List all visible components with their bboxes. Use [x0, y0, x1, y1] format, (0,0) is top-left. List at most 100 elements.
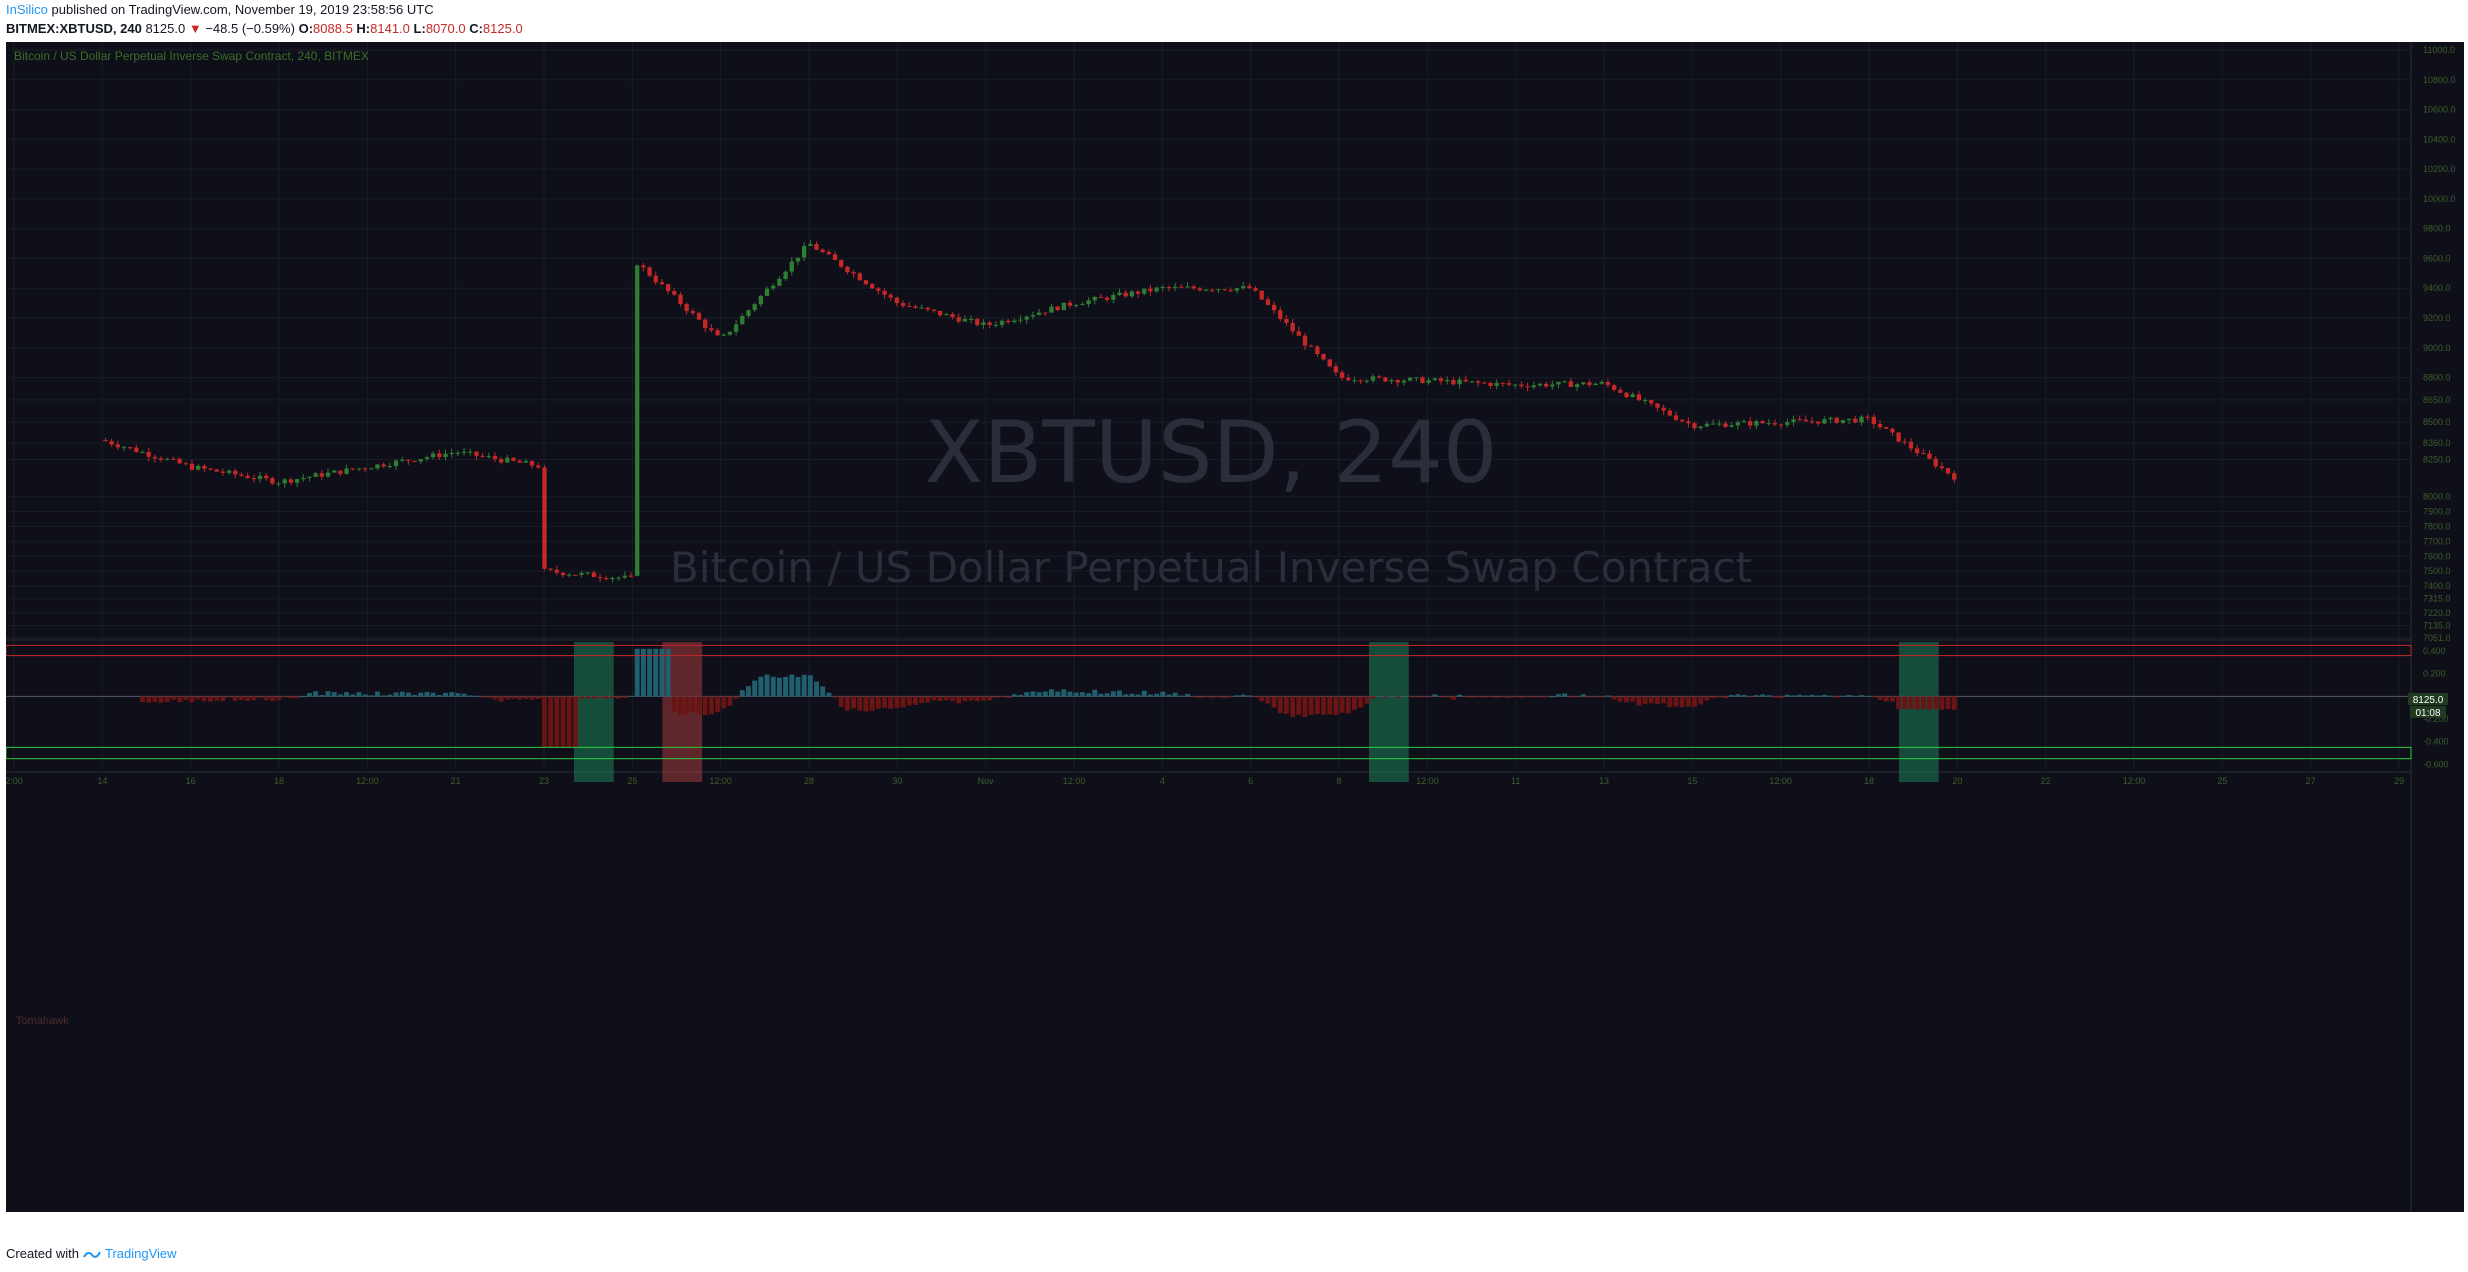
- tradingview-link[interactable]: TradingView: [104, 1246, 177, 1261]
- histogram-bar: [1333, 696, 1339, 715]
- histogram-bar: [1141, 690, 1147, 697]
- candle-up: [944, 314, 949, 316]
- chart-background: [6, 42, 2464, 1212]
- candle-down: [832, 254, 838, 261]
- histogram-bar: [1234, 695, 1240, 697]
- time-tick-label: 16: [186, 776, 196, 786]
- candle-down: [1649, 400, 1654, 404]
- histogram-bar: [665, 648, 671, 697]
- candle-up: [400, 459, 405, 461]
- candle-down: [913, 306, 918, 308]
- candle-up: [393, 460, 399, 467]
- histogram-bar: [1914, 696, 1920, 710]
- histogram-bar: [1562, 693, 1568, 697]
- candle-down: [950, 314, 955, 318]
- candle-up: [746, 310, 751, 316]
- candle-up: [1791, 419, 1796, 423]
- histogram-bar: [696, 696, 702, 715]
- histogram-bar: [671, 696, 677, 712]
- histogram-bar: [201, 696, 207, 702]
- histogram-bar: [455, 693, 461, 697]
- histogram-bar: [1828, 695, 1834, 697]
- histogram-bar: [1630, 696, 1636, 702]
- candle-up: [1531, 385, 1536, 388]
- candle-up: [455, 452, 461, 454]
- high-value: 8141.0: [370, 21, 410, 36]
- candle-down: [1179, 286, 1184, 288]
- candle-up: [733, 324, 739, 332]
- histogram-bar: [1494, 696, 1500, 698]
- histogram-bar: [1586, 696, 1592, 698]
- tradingview-logo-icon: [83, 1251, 101, 1258]
- indicator-tick-label: -0.600: [2423, 759, 2449, 769]
- candle-up: [226, 470, 232, 473]
- histogram-bar: [362, 694, 368, 697]
- histogram-bar: [1024, 692, 1030, 697]
- histogram-bar: [1710, 696, 1716, 699]
- histogram-bar: [350, 694, 356, 697]
- candle-down: [1865, 416, 1870, 418]
- candle-down: [381, 464, 386, 467]
- histogram-bar: [1617, 696, 1623, 702]
- price-chart[interactable]: XBTUSD, 240 Bitcoin / US Dollar Perpetua…: [6, 42, 2464, 1212]
- candle-down: [1723, 423, 1728, 427]
- candle-down: [1809, 421, 1815, 423]
- histogram-bar: [183, 696, 189, 700]
- price-axis[interactable]: 11000.0 10800.0 10600.0 10400.0 10200.0 10000…: [2423, 45, 2456, 643]
- candle-up: [294, 479, 300, 483]
- candle-up: [1445, 379, 1450, 382]
- candle-up: [1414, 377, 1419, 379]
- candle-down: [1778, 424, 1784, 426]
- candle-down: [158, 458, 164, 460]
- histogram-bar: [974, 696, 980, 702]
- candle-up: [635, 265, 640, 576]
- histogram-bar: [1871, 696, 1877, 698]
- histogram-bar: [1506, 696, 1512, 699]
- candle-down: [678, 294, 683, 305]
- close-label: C:: [469, 21, 483, 36]
- candle-up: [1717, 423, 1722, 425]
- histogram-bar: [647, 648, 653, 697]
- candle-up: [1117, 292, 1122, 295]
- price-tick-label: 7700.0: [2423, 536, 2451, 546]
- candle-down: [857, 273, 862, 281]
- histogram-bar: [535, 696, 541, 699]
- histogram-bar: [900, 696, 906, 708]
- histogram-bar: [152, 696, 158, 702]
- histogram-bar: [1747, 696, 1753, 698]
- histogram-bar: [208, 696, 214, 702]
- histogram-bar: [1500, 696, 1506, 698]
- histogram-bar: [1772, 696, 1778, 698]
- candle-down: [362, 468, 368, 470]
- author-link[interactable]: InSilico: [6, 2, 48, 17]
- histogram-bar: [770, 676, 776, 697]
- candle-down: [1333, 366, 1339, 373]
- chart-title: Bitcoin / US Dollar Perpetual Inverse Sw…: [14, 49, 369, 63]
- time-tick-label: 13: [1599, 776, 1609, 786]
- candle-up: [579, 572, 584, 575]
- histogram-bar: [529, 696, 535, 700]
- candle-up: [1593, 383, 1598, 386]
- histogram-bar: [1154, 693, 1160, 697]
- candle-down: [1908, 441, 1914, 449]
- histogram-bar: [368, 695, 374, 697]
- candle-up: [369, 468, 374, 470]
- candle-up: [771, 285, 776, 289]
- histogram-bar: [1518, 696, 1524, 698]
- candle-up: [567, 574, 572, 576]
- candle-down: [1259, 290, 1264, 300]
- histogram-bar: [814, 681, 819, 697]
- time-axis[interactable]: 2:00 14 16 18 12:00 21 23 25 12:00 28 30 Nov 12:00 4 6…: [6, 776, 2404, 786]
- histogram-bar: [1389, 696, 1395, 698]
- histogram-bar: [1321, 696, 1327, 715]
- candle-up: [196, 465, 201, 470]
- candle-up: [585, 572, 590, 574]
- histogram-bar: [1370, 696, 1376, 699]
- candle-up: [1729, 425, 1734, 427]
- histogram-bar: [449, 692, 455, 697]
- candle-down: [659, 282, 665, 285]
- time-tick-label: 18: [1864, 776, 1874, 786]
- histogram-bar: [492, 696, 498, 700]
- histogram-bar: [1661, 696, 1667, 704]
- histogram-bar: [1011, 694, 1017, 697]
